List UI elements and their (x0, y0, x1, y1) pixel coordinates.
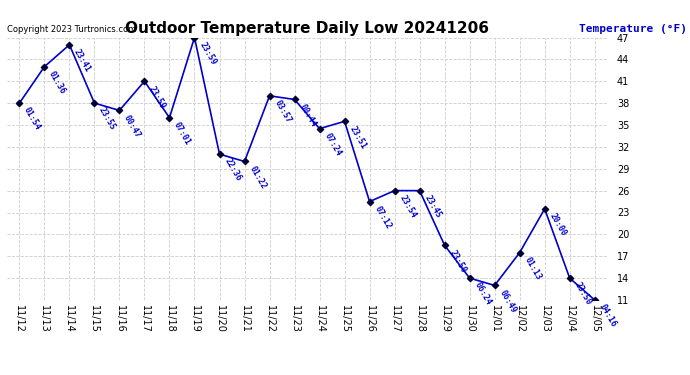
Text: 01:36: 01:36 (47, 69, 68, 96)
Text: 23:55: 23:55 (97, 106, 117, 132)
Point (89, 100, 100, 106)
Title: Outdoor Temperature Daily Low 20241206: Outdoor Temperature Daily Low 20241206 (125, 21, 489, 36)
Text: 23:54: 23:54 (397, 194, 417, 219)
Point (64, 42, 75, 48)
Point (39, 64, 50, 70)
Text: 01:54: 01:54 (22, 106, 43, 132)
Point (564, 275, 575, 281)
Point (264, 93, 275, 99)
Text: 01:22: 01:22 (247, 164, 268, 190)
Point (14, 100, 25, 106)
Text: 06:24: 06:24 (473, 281, 493, 307)
Point (214, 151, 225, 157)
Point (164, 115, 175, 121)
Text: 22:36: 22:36 (222, 157, 243, 183)
Point (539, 206, 550, 212)
Point (114, 107, 125, 113)
Text: 07:01: 07:01 (172, 120, 193, 147)
Text: 23:59: 23:59 (197, 40, 217, 66)
Point (289, 96, 300, 102)
Point (364, 199, 375, 205)
Text: Copyright 2023 Turtronics.com: Copyright 2023 Turtronics.com (7, 25, 136, 34)
Point (439, 242, 450, 248)
Text: 23:45: 23:45 (422, 194, 443, 219)
Text: 07:24: 07:24 (322, 131, 343, 158)
Text: 23:50: 23:50 (573, 281, 593, 307)
Point (464, 275, 475, 281)
Text: 03:57: 03:57 (273, 99, 293, 125)
Text: 07:12: 07:12 (373, 204, 393, 231)
Text: 04:16: 04:16 (598, 303, 618, 329)
Point (239, 159, 250, 165)
Text: 00:44: 00:44 (297, 102, 317, 128)
Text: 23:51: 23:51 (347, 124, 368, 150)
Point (189, 34, 200, 40)
Point (339, 118, 350, 124)
Point (514, 250, 525, 256)
Point (589, 297, 600, 303)
Text: 23:59: 23:59 (147, 84, 168, 110)
Point (139, 78, 150, 84)
Text: 23:50: 23:50 (447, 248, 468, 274)
Text: 23:41: 23:41 (72, 48, 92, 74)
Point (389, 188, 400, 194)
Text: 01:13: 01:13 (522, 255, 543, 282)
Text: 06:49: 06:49 (497, 288, 518, 314)
Text: 20:00: 20:00 (547, 211, 568, 238)
Point (414, 188, 425, 194)
Point (314, 126, 325, 132)
Point (489, 282, 500, 288)
Text: Temperature (°F): Temperature (°F) (578, 24, 687, 34)
Text: 00:47: 00:47 (122, 113, 143, 140)
